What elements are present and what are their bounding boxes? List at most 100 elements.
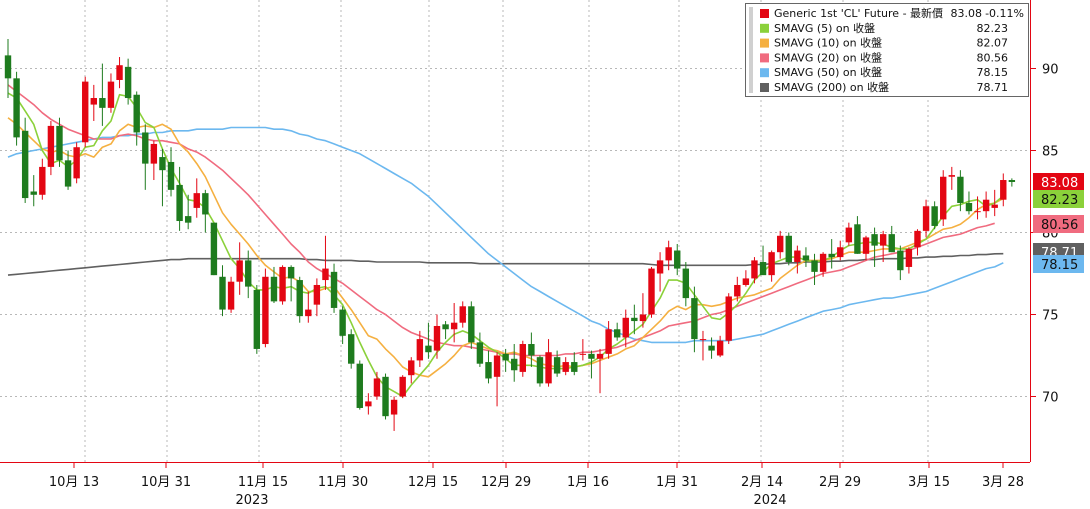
- candle-body: [399, 376, 406, 397]
- candle-body: [468, 306, 475, 343]
- candle-body: [631, 317, 638, 322]
- legend-label: Generic 1st 'CL' Future - 最新價: [774, 6, 943, 20]
- candle: [124, 58, 132, 105]
- candle: [433, 314, 441, 359]
- candle-body: [13, 78, 20, 138]
- candle-body: [802, 255, 810, 261]
- candle: [339, 306, 346, 345]
- candle-body: [99, 98, 106, 108]
- candles: [4, 38, 1016, 431]
- candle: [322, 235, 329, 290]
- candle: [82, 76, 89, 148]
- candle-body: [691, 298, 698, 340]
- candle-body: [262, 276, 269, 345]
- candle: [202, 189, 209, 233]
- candle-body: [922, 206, 930, 231]
- candle: [511, 344, 518, 382]
- candle-body: [519, 344, 526, 372]
- candle-body: [56, 125, 63, 161]
- candle-body: [253, 289, 261, 349]
- candle-body: [1000, 180, 1007, 200]
- candle: [759, 245, 767, 276]
- candle: [468, 301, 475, 349]
- candle-body: [82, 81, 89, 143]
- legend-entry: SMAVG (20) on 收盤 80.56: [760, 50, 1008, 64]
- candle-body: [699, 339, 707, 341]
- candle: [674, 243, 681, 276]
- candle-body: [133, 94, 140, 133]
- candle-body: [682, 268, 690, 299]
- candle-body: [905, 248, 913, 267]
- legend-entry: SMAVG (50) on 收盤 78.15: [760, 65, 1008, 79]
- candle: [596, 348, 604, 394]
- candle: [253, 284, 261, 354]
- candle: [725, 293, 732, 345]
- candle-body: [433, 325, 441, 351]
- candle: [716, 335, 724, 358]
- candle: [99, 63, 106, 126]
- candle: [279, 265, 286, 305]
- candle: [828, 239, 835, 269]
- price-tag: 82.23: [1033, 190, 1084, 208]
- candle: [536, 355, 544, 387]
- candle: [365, 393, 372, 415]
- candle: [605, 321, 612, 359]
- candle: [150, 140, 158, 181]
- legend-swatch: [760, 68, 769, 78]
- candle: [553, 350, 561, 377]
- candle: [682, 262, 690, 307]
- candle: [931, 201, 938, 230]
- candle-body: [511, 358, 518, 371]
- candle-body: [656, 260, 664, 274]
- candle: [699, 330, 707, 361]
- candle: [528, 332, 535, 367]
- candle-body: [596, 353, 604, 359]
- candle: [742, 270, 750, 287]
- candle: [13, 71, 20, 146]
- candle-body: [545, 352, 552, 384]
- legend-value: 78.15: [977, 66, 1009, 79]
- candle-body: [648, 268, 655, 315]
- legend-value: 78.71: [977, 81, 1009, 94]
- candle-body: [184, 216, 192, 223]
- candle: [193, 178, 200, 218]
- candle: [330, 263, 338, 313]
- candle-body: [579, 353, 587, 355]
- candle-body: [47, 125, 55, 167]
- candle: [408, 357, 415, 384]
- legend-label: SMAVG (5) on 收盤: [774, 21, 875, 35]
- candle: [390, 396, 398, 431]
- candle: [64, 150, 72, 190]
- candle-body: [536, 357, 544, 384]
- candle-body: [39, 166, 46, 195]
- candle: [794, 245, 801, 274]
- candle: [39, 158, 46, 200]
- x-axis: 10月 13 10月 31 11月 15 11月 30 12月 15 12月 29 1月 1…: [0, 462, 1030, 508]
- candle: [888, 225, 895, 253]
- candle: [502, 348, 509, 372]
- candle: [648, 266, 655, 318]
- legend-swatch: [760, 53, 769, 63]
- candle-body: [528, 344, 535, 356]
- candle-body: [73, 147, 80, 179]
- candle: [133, 91, 140, 146]
- x-tick-label: 12月 29: [481, 475, 531, 490]
- candle-body: [854, 224, 861, 254]
- candle-body: [476, 342, 484, 364]
- candle-body: [553, 357, 561, 374]
- x-tick-label: 3月 28: [982, 475, 1024, 490]
- candle-body: [982, 199, 990, 212]
- candle-body: [785, 235, 792, 263]
- candle: [184, 194, 192, 230]
- candle-body: [416, 339, 424, 361]
- candle-body: [219, 276, 226, 310]
- candle-body: [193, 193, 200, 208]
- candle-body: [382, 376, 389, 417]
- legend[interactable]: Generic 1st 'CL' Future - 最新價 83.08 -0.11%…: [745, 3, 1029, 97]
- candle-body: [845, 227, 853, 243]
- candle: [940, 170, 947, 226]
- candle: [116, 57, 123, 89]
- x-tick-label: 3月 15: [908, 475, 950, 490]
- legend-entry: Generic 1st 'CL' Future - 最新價 83.08 -0.11%: [760, 6, 1024, 20]
- candle: [262, 268, 269, 348]
